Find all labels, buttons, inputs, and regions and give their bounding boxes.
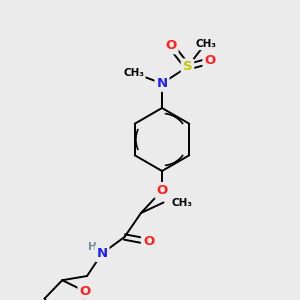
Text: S: S [183, 60, 192, 74]
Text: CH₃: CH₃ [171, 197, 192, 208]
Text: N: N [96, 247, 108, 260]
Text: O: O [204, 54, 216, 68]
Text: O: O [80, 285, 91, 298]
Text: CH₃: CH₃ [123, 68, 144, 78]
Text: O: O [156, 184, 168, 197]
Text: O: O [165, 39, 177, 52]
Text: N: N [156, 77, 168, 90]
Text: O: O [143, 235, 154, 248]
Text: H: H [88, 242, 97, 252]
Text: CH₃: CH₃ [195, 38, 216, 49]
